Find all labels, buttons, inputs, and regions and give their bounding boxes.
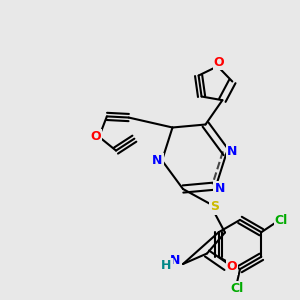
Text: N: N [227,145,237,158]
Text: S: S [210,200,219,214]
Text: Cl: Cl [275,214,288,227]
Text: N: N [169,254,180,267]
Text: O: O [90,130,101,143]
Text: H: H [161,259,172,272]
Text: O: O [214,56,224,69]
Text: N: N [214,182,225,195]
Text: Cl: Cl [230,282,244,295]
Text: O: O [226,260,237,274]
Text: N: N [152,154,163,167]
